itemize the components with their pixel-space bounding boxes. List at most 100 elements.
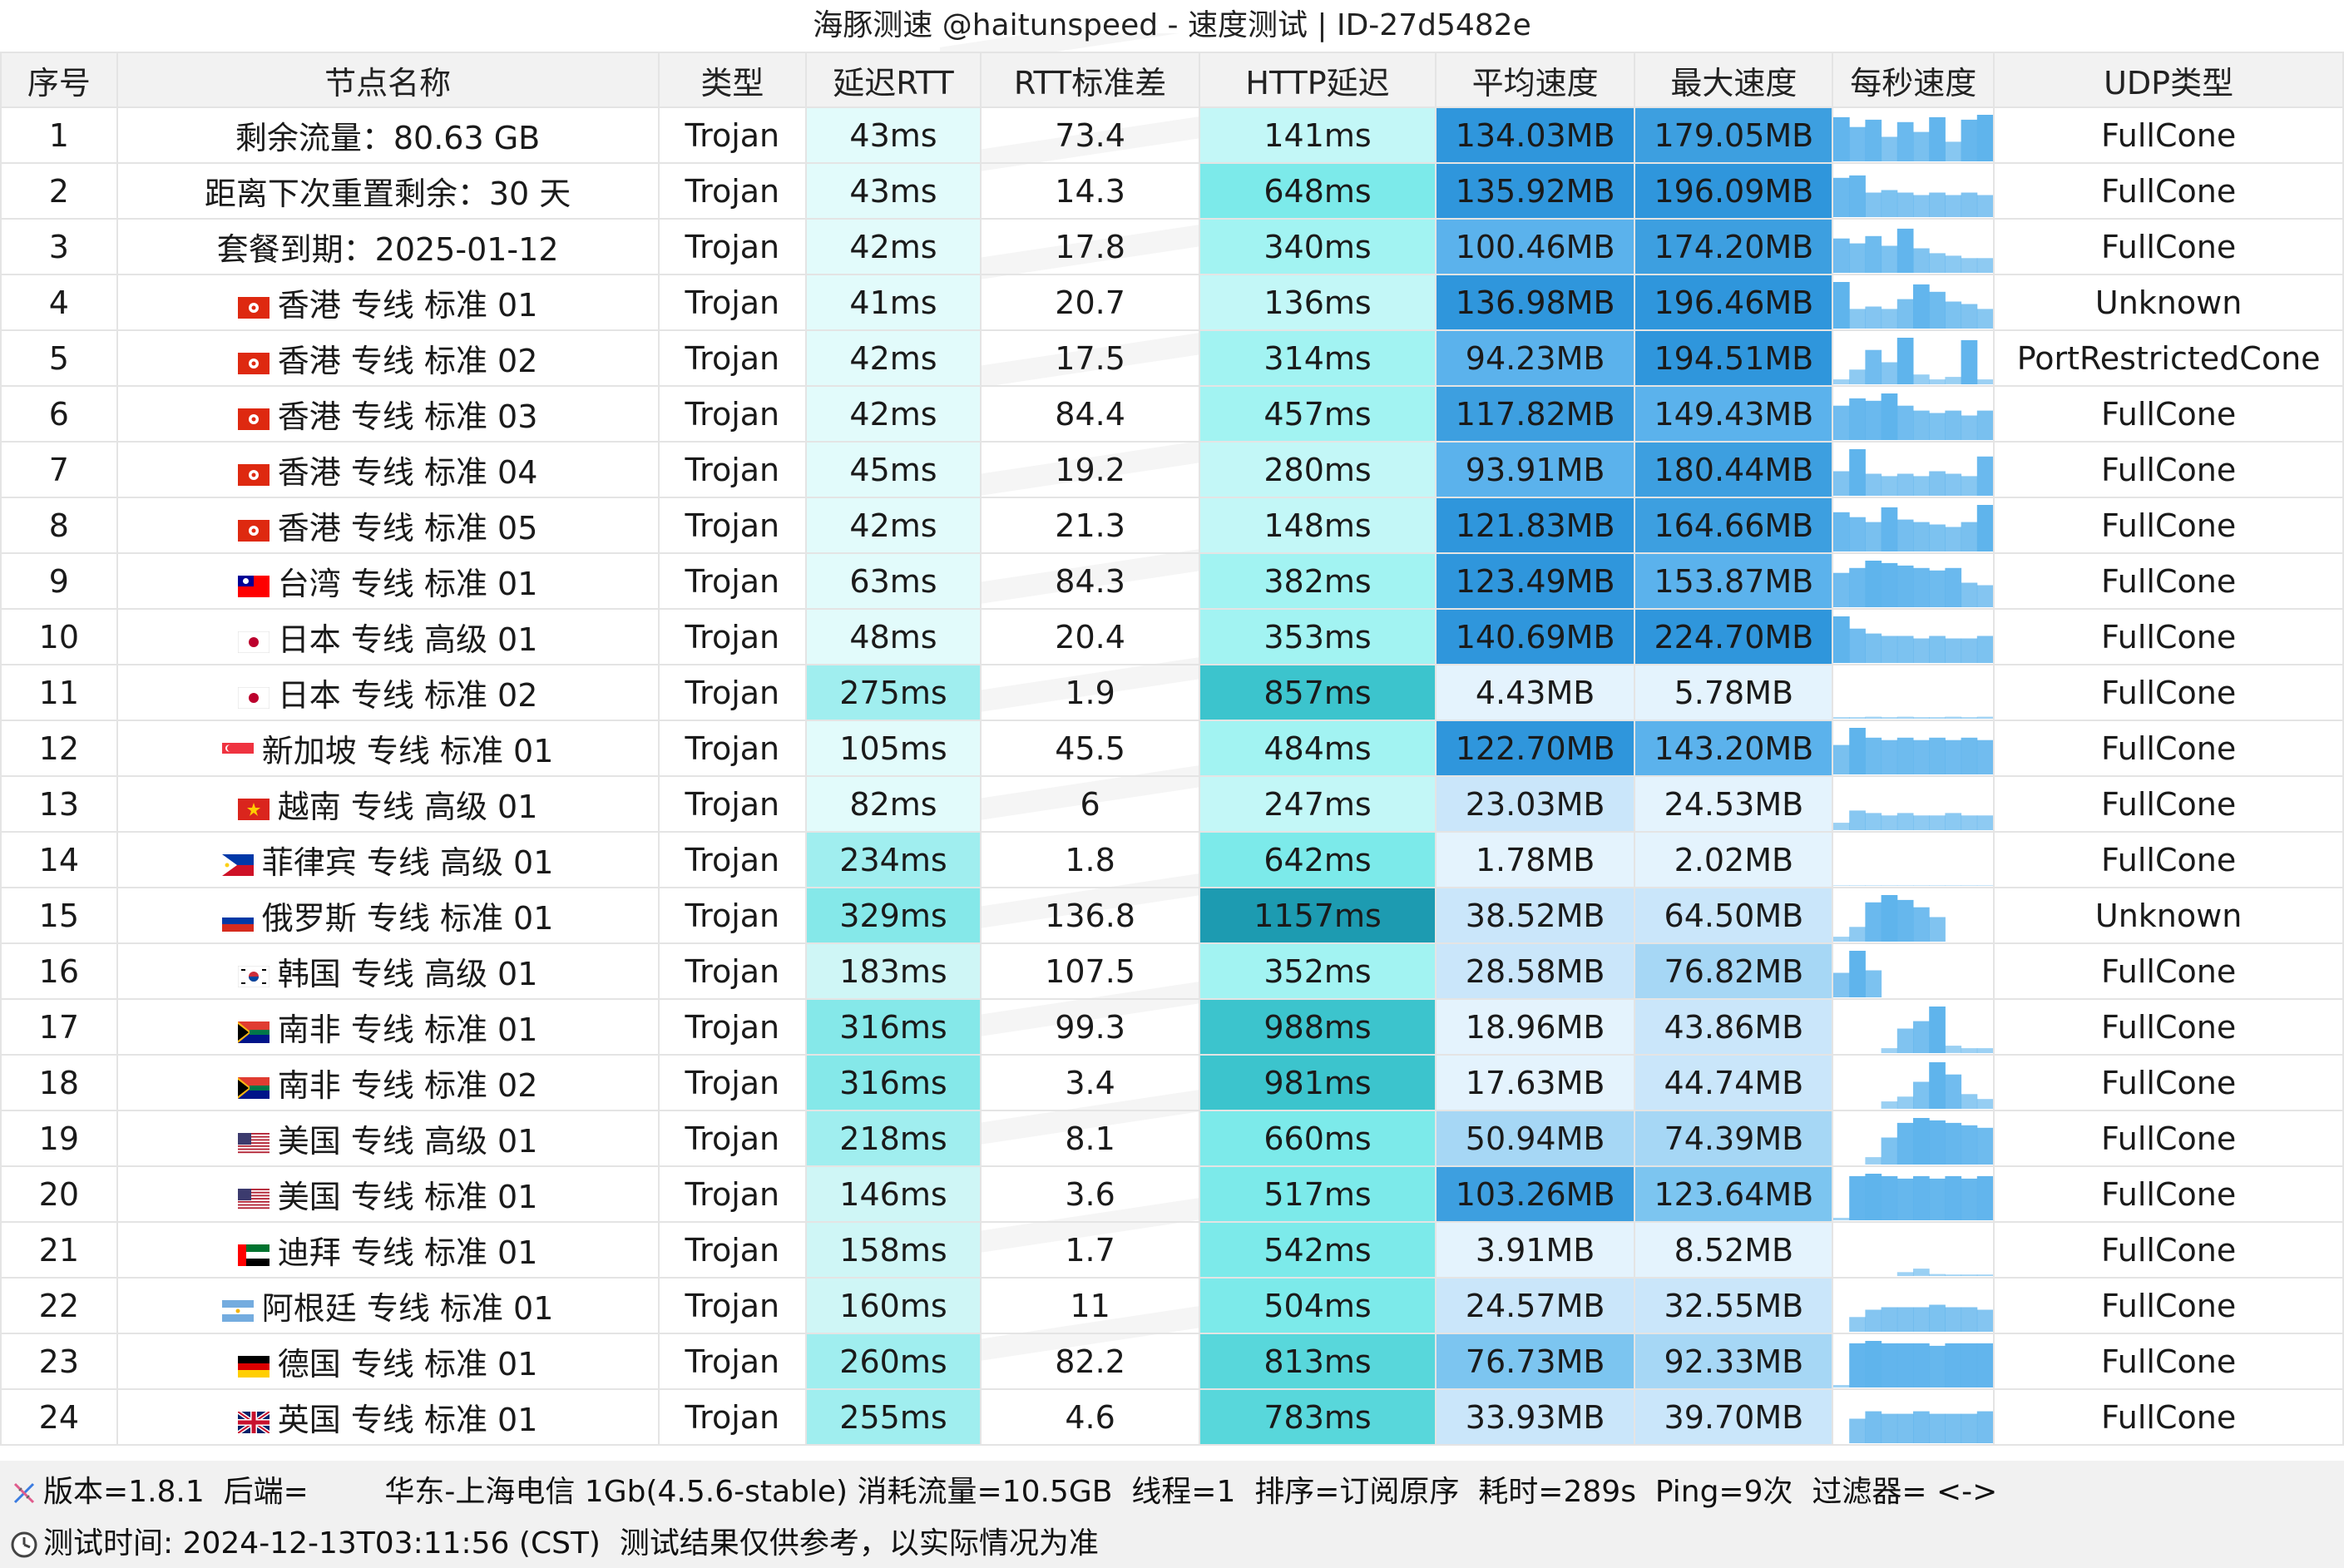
cell-per-second-speed [1832, 1333, 1995, 1390]
speed-bar [1897, 1413, 1914, 1443]
cell-http-latency: 141ms [1199, 106, 1437, 164]
table-row[interactable]: 16 韩国 专线 高级 01 Trojan 183ms 107.5 352ms 28.58M… [0, 942, 2344, 1000]
cell-node-name: 菲律宾 专线 高级 01 [116, 831, 660, 888]
speed-bar [1849, 243, 1867, 273]
cell-http-latency: 981ms [1199, 1054, 1437, 1111]
cell-per-second-speed [1832, 385, 1995, 443]
speed-bar [1977, 636, 1993, 663]
table-row[interactable]: 23 德国 专线 标准 01 Trojan 260ms 82.2 813ms 76.73MB… [0, 1333, 2344, 1390]
table-row[interactable]: 8 香港 专线 标准 05 Trojan 42ms 21.3 148ms 121.83MB 1… [0, 497, 2344, 554]
table-row[interactable]: 5 香港 专线 标准 02 Trojan 42ms 17.5 314ms 94.23MB 19… [0, 329, 2344, 387]
cell-node-name: 美国 专线 高级 01 [116, 1110, 660, 1167]
speed-bar [1834, 405, 1850, 440]
table-row[interactable]: 12 新加坡 专线 标准 01 Trojan 105ms 45.5 484ms 122.70… [0, 720, 2344, 777]
speed-bar [1897, 405, 1914, 440]
speed-bar [1945, 1307, 1962, 1332]
table-row[interactable]: 7 香港 专线 标准 04 Trojan 45ms 19.2 280ms 93.91MB 18… [0, 441, 2344, 498]
cell-index: 3 [0, 218, 118, 275]
col-header-index[interactable]: 序号 [0, 52, 118, 108]
cell-type: Trojan [657, 329, 808, 387]
speed-bar [1849, 126, 1867, 161]
speed-bar [1945, 739, 1962, 774]
col-header-type[interactable]: 类型 [657, 52, 808, 108]
speed-bar [1961, 476, 1978, 496]
table-row[interactable]: 13 越南 专线 高级 01 Trojan 82ms 6 247ms 23.03MB 24.5… [0, 775, 2344, 833]
speed-bar [1929, 524, 1946, 552]
cell-max-speed: 32.55MB [1634, 1277, 1834, 1334]
speed-bar [1961, 815, 1978, 830]
cell-max-speed: 74.39MB [1634, 1110, 1834, 1167]
cell-http-latency: 247ms [1199, 775, 1437, 833]
table-row[interactable]: 17 南非 专线 标准 01 Trojan 316ms 99.3 988ms 18.96MB… [0, 998, 2344, 1056]
cell-index: 4 [0, 274, 118, 331]
cell-avg-speed: 24.57MB [1434, 1277, 1636, 1334]
cell-http-latency: 988ms [1199, 998, 1437, 1056]
cell-index: 2 [0, 162, 118, 220]
cell-node-name: 日本 专线 标准 02 [116, 664, 660, 721]
cell-avg-speed: 135.92MB [1434, 162, 1636, 220]
speed-bar [1881, 1101, 1898, 1109]
cell-http-latency: 517ms [1199, 1165, 1437, 1223]
table-row[interactable]: 3 套餐到期：2025-01-12 Trojan 42ms 17.8 340ms 100.4… [0, 218, 2344, 275]
cell-avg-speed: 136.98MB [1434, 274, 1636, 331]
cell-type: Trojan [657, 998, 808, 1056]
speed-bar [1849, 810, 1867, 830]
col-header-http-latency[interactable]: HTTP延迟 [1199, 52, 1437, 108]
table-row[interactable]: 6 香港 专线 标准 03 Trojan 42ms 84.4 457ms 117.82MB 1… [0, 385, 2344, 443]
col-header-rtt[interactable]: 延迟RTT [805, 52, 982, 108]
table-row[interactable]: 11 日本 专线 标准 02 Trojan 275ms 1.9 857ms 4.43MB 5.… [0, 664, 2344, 721]
flag-us-icon [237, 1132, 270, 1155]
table-row[interactable]: 2 距离下次重置剩余：30 天 Trojan 43ms 14.3 648ms 135.92M… [0, 162, 2344, 220]
speed-bar [1929, 471, 1946, 496]
col-header-max-speed[interactable]: 最大速度 [1634, 52, 1834, 108]
table-row[interactable]: 4 香港 专线 标准 01 Trojan 41ms 20.7 136ms 136.98MB 1… [0, 274, 2344, 331]
table-row[interactable]: 19 美国 专线 高级 01 Trojan 218ms 8.1 660ms 50.94MB 7… [0, 1110, 2344, 1167]
flag-za-icon [237, 1021, 270, 1043]
cell-http-latency: 382ms [1199, 552, 1437, 610]
cell-max-speed: 44.74MB [1634, 1054, 1834, 1111]
speed-bar [1881, 739, 1898, 774]
col-header-avg-speed[interactable]: 平均速度 [1434, 52, 1636, 108]
cell-max-speed: 196.46MB [1634, 274, 1834, 331]
cell-avg-speed: 3.91MB [1434, 1221, 1636, 1279]
cell-rtt: 42ms [805, 218, 982, 275]
table-row[interactable]: 1 剩余流量：80.63 GB Trojan 43ms 73.4 141ms 134.03M… [0, 106, 2344, 164]
table-row[interactable]: 21 迪拜 专线 标准 01 Trojan 158ms 1.7 542ms 3.91MB 8.… [0, 1221, 2344, 1279]
cell-type: Trojan [657, 775, 808, 833]
table-row[interactable]: 20 美国 专线 标准 01 Trojan 146ms 3.6 517ms 103.26MB… [0, 1165, 2344, 1223]
cell-node-name: 德国 专线 标准 01 [116, 1333, 660, 1390]
speed-bar [1945, 1074, 1962, 1109]
cell-rtt-std: 1.9 [979, 664, 1201, 721]
speed-bar [1881, 393, 1898, 440]
node-name-text: 菲律宾 专线 高级 01 [261, 844, 554, 881]
flag-ar-icon [221, 1299, 254, 1322]
col-header-udp-type[interactable]: UDP类型 [1993, 52, 2344, 108]
node-name-text: 香港 专线 标准 02 [277, 343, 538, 379]
table-row[interactable]: 9 台湾 专线 标准 01 Trojan 63ms 84.3 382ms 123.49MB 1… [0, 552, 2344, 610]
cell-node-name: 新加坡 专线 标准 01 [116, 720, 660, 777]
speed-bar [1865, 1174, 1882, 1220]
cell-rtt: 255ms [805, 1388, 982, 1446]
table-row[interactable]: 18 南非 专线 标准 02 Trojan 316ms 3.4 981ms 17.63MB 4… [0, 1054, 2344, 1111]
table-body: 1 剩余流量：80.63 GB Trojan 43ms 73.4 141ms 134.03M… [0, 106, 2344, 1446]
col-header-per-second-speed[interactable]: 每秒速度 [1832, 52, 1995, 108]
cell-udp-type: FullCone [1993, 831, 2344, 888]
speed-bar [1929, 291, 1946, 329]
table-row[interactable]: 22 阿根廷 专线 标准 01 Trojan 160ms 11 504ms 24.57MB 3… [0, 1277, 2344, 1334]
speed-bar [1834, 238, 1850, 273]
table-row[interactable]: 14 菲律宾 专线 高级 01 Trojan 234ms 1.8 642ms 1.78MB 2… [0, 831, 2344, 888]
speed-bar [1881, 1343, 1898, 1387]
col-header-rtt-std[interactable]: RTT标准差 [979, 52, 1201, 108]
table-row[interactable]: 24 英国 专线 标准 01 Trojan 255ms 4.6 783ms 33.93MB 3… [0, 1388, 2344, 1446]
table-row[interactable]: 10 日本 专线 高级 01 Trojan 48ms 20.4 353ms 140.69MB… [0, 608, 2344, 665]
speed-bar [1945, 527, 1962, 552]
cell-index: 14 [0, 831, 118, 888]
speed-bar [1849, 927, 1867, 942]
cell-rtt: 42ms [805, 385, 982, 443]
flag-hk-icon [237, 408, 270, 430]
speed-bar [1849, 728, 1867, 774]
cell-avg-speed: 122.70MB [1434, 720, 1636, 777]
col-header-node-name[interactable]: 节点名称 [116, 52, 660, 108]
speed-bar [1897, 121, 1914, 161]
table-row[interactable]: 15 俄罗斯 专线 标准 01 Trojan 329ms 136.8 1157ms 38.5… [0, 887, 2344, 944]
